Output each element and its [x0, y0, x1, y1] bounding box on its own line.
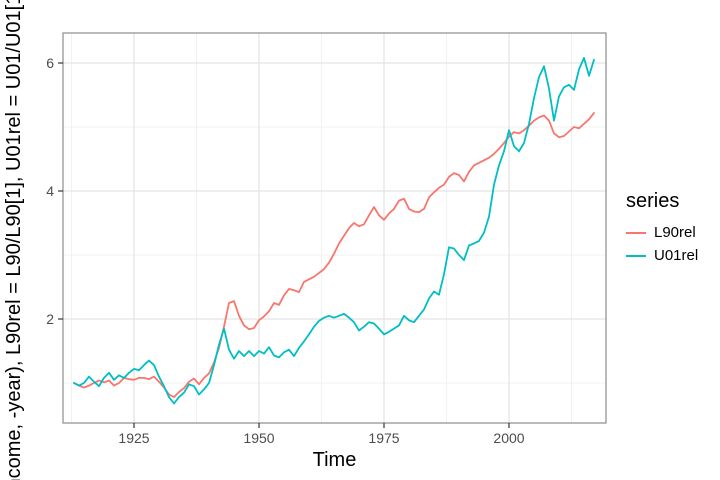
x-tick-label: 1925 [118, 430, 150, 446]
x-tick-label: 1975 [368, 430, 400, 446]
legend-item-label: L90rel [654, 224, 696, 241]
y-tick-label: 4 [46, 183, 54, 199]
x-tick-label: 2000 [493, 430, 525, 446]
legend-title: series [626, 190, 680, 212]
legend-key-line-l90rel [626, 231, 646, 234]
legend: series L90rel U01rel [626, 190, 698, 267]
x-tick-label: 1950 [243, 430, 275, 446]
y-tick-label: 6 [46, 55, 54, 71]
legend-item-u01rel: U01rel [626, 244, 698, 267]
legend-item-l90rel: L90rel [626, 221, 698, 244]
series-line-u01rel [73, 57, 595, 405]
panel-border [62, 32, 607, 424]
y-tick-label: 2 [46, 311, 54, 327]
y-axis-title: income, -year), L90rel = L90/L90[1], U01… [3, 0, 25, 480]
legend-key-line-u01rel [626, 254, 646, 257]
x-axis-title: Time [312, 449, 357, 471]
legend-item-label: U01rel [654, 247, 699, 264]
